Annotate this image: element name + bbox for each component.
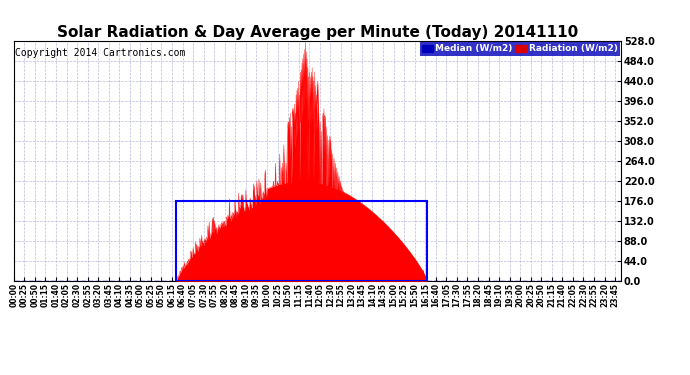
Title: Solar Radiation & Day Average per Minute (Today) 20141110: Solar Radiation & Day Average per Minute…: [57, 25, 578, 40]
Bar: [176, 201, 427, 281]
Legend: Median (W/m2), Radiation (W/m2): Median (W/m2), Radiation (W/m2): [420, 42, 620, 56]
Text: Copyright 2014 Cartronics.com: Copyright 2014 Cartronics.com: [15, 48, 186, 58]
